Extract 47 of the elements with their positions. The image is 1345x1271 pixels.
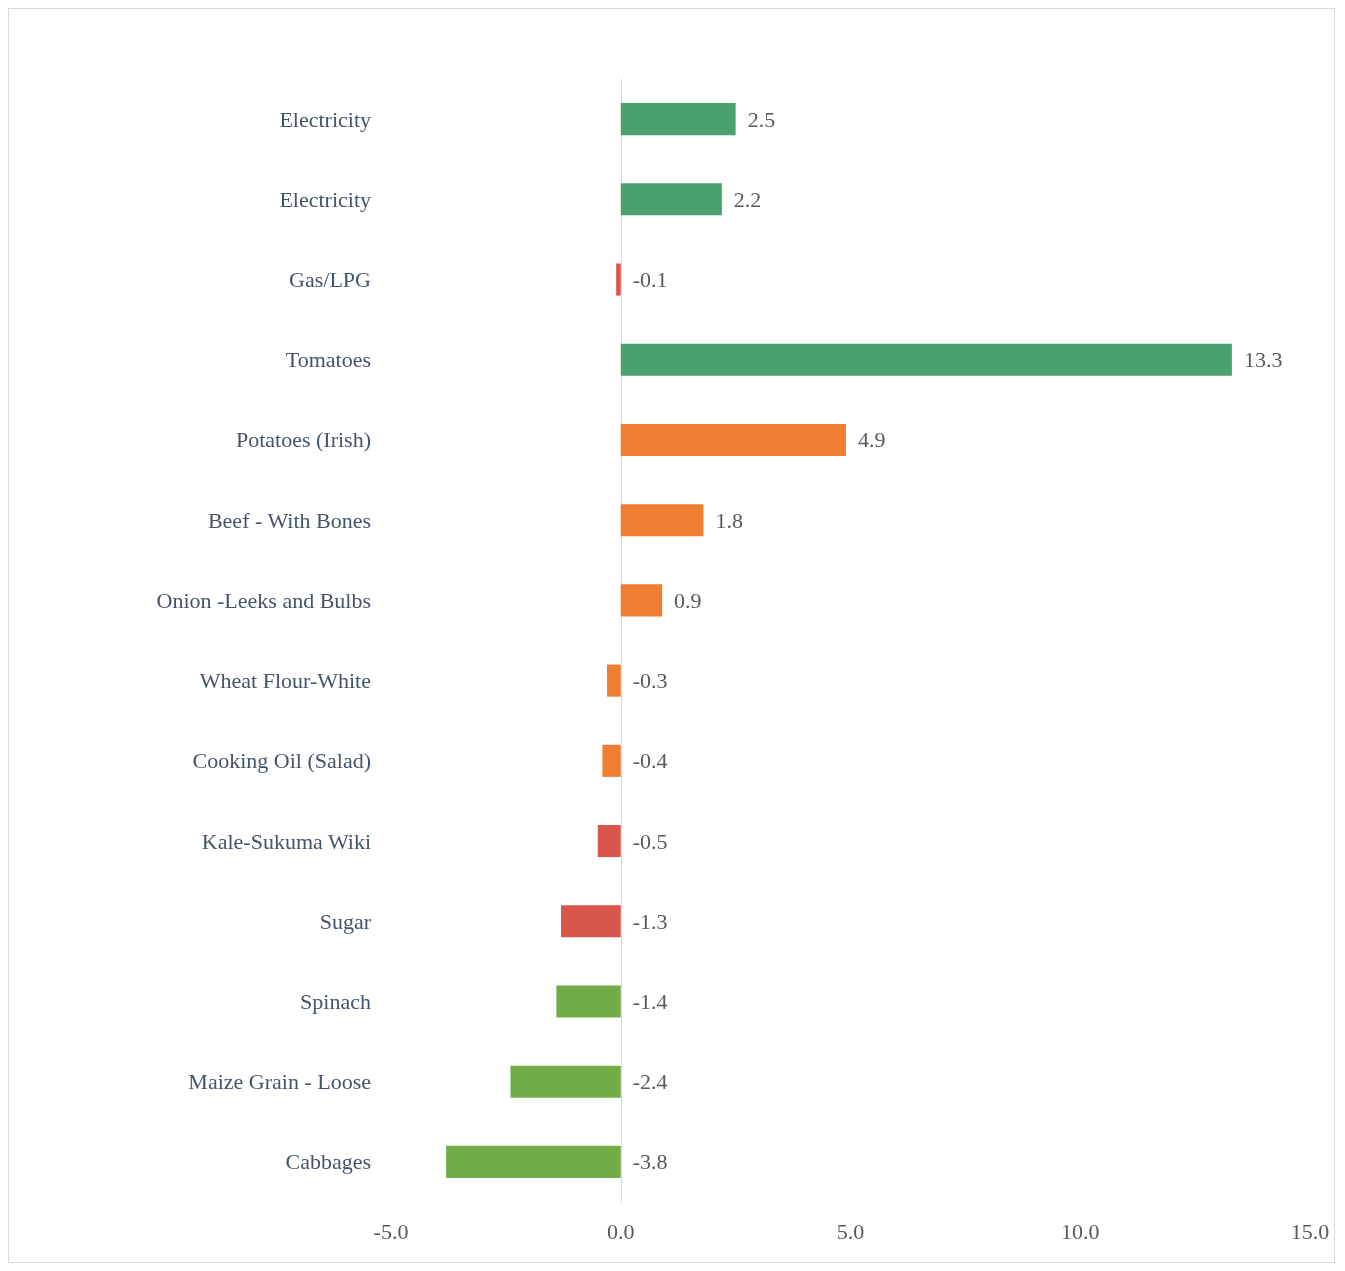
data-label: 0.9 [674,587,702,613]
data-label: 2.5 [747,106,776,132]
y-tick-label: Spinach [300,988,371,1014]
x-tick-label: 0.0 [607,1218,635,1244]
data-label: -1.4 [632,988,668,1014]
bar [446,1145,621,1178]
data-label: 1.8 [715,507,743,533]
bar [561,905,621,938]
y-tick-label: Sugar [319,908,372,934]
data-label: -3.8 [632,1149,668,1175]
bar [620,103,736,136]
data-label: 2.2 [733,186,762,212]
y-tick-label: Cooking Oil (Salad) [192,748,371,774]
y-tick-label: Onion -Leeks and Bulbs [156,587,371,613]
bar [620,343,1232,376]
data-label: 13.3 [1243,347,1283,373]
bar [620,584,663,617]
bar [616,263,621,296]
y-tick-label: Kale-Sukuma Wiki [201,828,371,854]
y-tick-label: Electricity [279,106,371,132]
x-tick-label: 15.0 [1290,1218,1330,1244]
bar [620,504,704,537]
x-tick-label: 5.0 [836,1218,865,1244]
data-label: -0.3 [632,668,668,694]
y-tick-label: Cabbages [285,1149,371,1175]
y-tick-label: Maize Grain - Loose [188,1069,371,1095]
bar [620,183,722,216]
y-tick-label: Potatoes (Irish) [235,427,371,453]
x-tick-label: 10.0 [1061,1218,1100,1244]
data-label: -1.3 [632,908,668,934]
bar [597,824,621,858]
x-tick-label: -5.0 [373,1218,409,1244]
y-tick-label: Beef - With Bones [207,507,371,533]
y-tick-label: Wheat Flour-White [199,668,371,694]
bar [606,664,621,697]
bar [510,1065,621,1098]
bar [602,744,621,777]
bar [556,985,621,1018]
y-tick-label: Electricity [279,186,371,212]
data-label: 4.9 [857,427,886,453]
data-label: -2.4 [632,1069,668,1095]
data-label: -0.4 [632,748,668,774]
y-tick-label: Gas/LPG [289,267,372,293]
data-label: -0.1 [632,267,668,293]
y-tick-label: Tomatoes [285,347,371,373]
data-label: -0.5 [632,828,668,854]
bar [620,423,846,457]
